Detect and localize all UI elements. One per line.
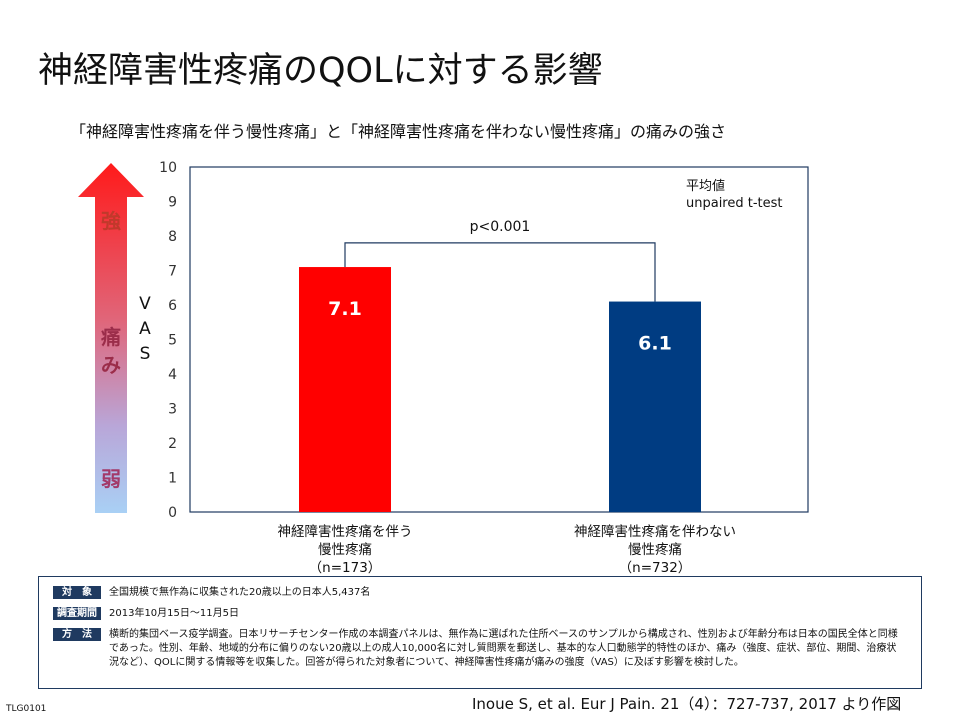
- gradient-arrow-shape: [78, 163, 144, 513]
- pain-label-1: 痛: [101, 325, 121, 349]
- chart-subtitle: 「神経障害性疼痛を伴う慢性疼痛」と「神経障害性疼痛を伴わない慢性疼痛」の痛みの強…: [70, 122, 727, 141]
- bar-1: [299, 267, 391, 512]
- strong-label: 強: [101, 209, 121, 233]
- citation: Inoue S, et al. Eur J Pain. 21（4）：727-73…: [472, 695, 902, 713]
- methods-row-subject: 対 象全国規模で無作為に収集された20歳以上の日本人5,437名: [53, 586, 909, 600]
- vas-label-s: S: [139, 344, 151, 364]
- bar-value-label-1: 7.1: [328, 298, 362, 320]
- methods-label-period: 調査期間: [53, 607, 101, 620]
- category-label-1-line-3: （n=173）: [309, 560, 382, 576]
- methods-box: 対 象全国規模で無作為に収集された20歳以上の日本人5,437名 調査期間 201…: [38, 576, 922, 689]
- page-title: 神経障害性疼痛のQOLに対する影響: [38, 51, 603, 91]
- y-tick-label: 7: [168, 264, 177, 280]
- note-test: unpaired t-test: [686, 196, 783, 211]
- y-tick-label: 0: [168, 505, 177, 521]
- pain-label-2: み: [101, 353, 121, 377]
- y-tick-label: 5: [168, 333, 177, 349]
- methods-label-method: 方 法: [53, 628, 101, 641]
- methods-row-period: 調査期間 2013年10月15日～11月5日: [53, 607, 909, 621]
- methods-text-subject: 全国規模で無作為に収集された20歳以上の日本人5,437名: [109, 587, 371, 598]
- y-tick-label: 9: [168, 195, 177, 211]
- methods-text-period: 2013年10月15日～11月5日: [109, 608, 239, 619]
- document-code: TLG0101: [6, 704, 47, 714]
- y-tick-label: 6: [168, 298, 177, 314]
- y-tick-label: 3: [168, 402, 177, 418]
- significance-bracket: [344, 242, 656, 302]
- vas-label-v: V: [139, 294, 151, 314]
- category-label-1-line-1: 神経障害性疼痛を伴う: [278, 523, 413, 540]
- y-tick-label: 2: [168, 436, 177, 452]
- y-tick-label: 4: [168, 367, 177, 383]
- category-label-2-line-3: （n=732）: [619, 560, 692, 576]
- y-tick-label: 1: [168, 471, 177, 487]
- methods-text-method: 横断的集団ベース疫学調査。日本リサーチセンター作成の本調査パネルは、無作為に選ば…: [109, 629, 898, 668]
- bar-2: [609, 301, 701, 512]
- y-tick-label: 10: [159, 160, 177, 176]
- category-label-2-line-1: 神経障害性疼痛を伴わない: [574, 523, 736, 540]
- pain-intensity-arrow: 強 痛 み 弱: [78, 163, 144, 513]
- y-tick-label: 8: [168, 229, 177, 245]
- methods-label-subject: 対 象: [53, 586, 101, 599]
- weak-label: 弱: [101, 467, 121, 491]
- methods-row-method: 方 法横断的集団ベース疫学調査。日本リサーチセンター作成の本調査パネルは、無作為…: [53, 628, 909, 670]
- category-label-1-line-2: 慢性疼痛: [318, 541, 372, 558]
- plot-area-frame: [189, 166, 809, 513]
- category-label-2-line-2: 慢性疼痛: [628, 541, 682, 558]
- bar-value-label-2: 6.1: [638, 333, 672, 355]
- significance-label: p<0.001: [470, 219, 531, 235]
- note-mean: 平均値: [686, 178, 725, 194]
- vas-label-a: A: [139, 319, 151, 339]
